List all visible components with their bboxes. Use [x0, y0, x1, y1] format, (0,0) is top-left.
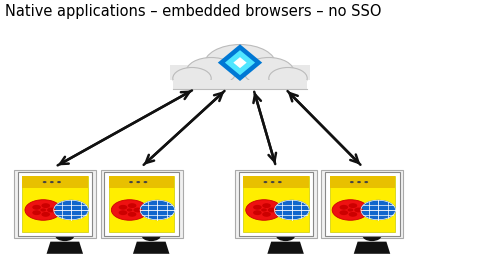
Circle shape [262, 203, 271, 208]
Circle shape [54, 200, 88, 220]
Bar [235, 170, 317, 238]
Circle shape [362, 230, 382, 241]
Circle shape [275, 200, 309, 220]
Circle shape [357, 181, 361, 183]
Circle shape [253, 210, 262, 215]
Circle shape [133, 208, 142, 212]
Circle shape [204, 45, 276, 85]
Polygon shape [267, 242, 304, 254]
Circle shape [354, 208, 363, 212]
Bar [330, 176, 395, 232]
Circle shape [253, 205, 262, 210]
Circle shape [361, 200, 396, 220]
Bar [243, 176, 309, 188]
Circle shape [47, 208, 56, 212]
Bar [18, 172, 92, 235]
Circle shape [348, 203, 357, 208]
Circle shape [142, 230, 161, 241]
Circle shape [348, 212, 357, 217]
Circle shape [271, 181, 275, 183]
Circle shape [40, 208, 46, 212]
Circle shape [144, 181, 147, 183]
Bar [100, 170, 182, 238]
Bar [14, 170, 96, 238]
Circle shape [32, 205, 41, 210]
Bar [322, 170, 404, 238]
Bar [330, 176, 395, 188]
Circle shape [57, 181, 61, 183]
Circle shape [276, 230, 295, 241]
Bar [109, 176, 174, 232]
Circle shape [25, 200, 61, 220]
Polygon shape [47, 242, 83, 254]
Circle shape [339, 210, 348, 215]
Circle shape [127, 208, 132, 212]
Circle shape [50, 181, 54, 183]
Text: Native applications – embedded browsers – no SSO: Native applications – embedded browsers … [5, 4, 381, 19]
Polygon shape [225, 50, 255, 75]
Bar [325, 172, 399, 235]
Bar [104, 172, 179, 235]
Circle shape [246, 200, 282, 220]
Circle shape [350, 181, 354, 183]
Circle shape [128, 212, 136, 217]
Polygon shape [218, 44, 262, 81]
Polygon shape [233, 57, 247, 68]
Polygon shape [354, 242, 390, 254]
Circle shape [136, 181, 140, 183]
Circle shape [55, 230, 74, 241]
Circle shape [43, 181, 47, 183]
Bar [243, 176, 309, 232]
Circle shape [268, 208, 276, 212]
Circle shape [332, 200, 369, 220]
Bar [23, 176, 88, 232]
Circle shape [111, 200, 148, 220]
Circle shape [339, 205, 348, 210]
Circle shape [186, 58, 236, 86]
Circle shape [173, 68, 211, 89]
Circle shape [262, 212, 271, 217]
Polygon shape [133, 242, 169, 254]
Circle shape [129, 181, 133, 183]
Bar [109, 176, 174, 188]
Bar [23, 176, 88, 188]
Circle shape [32, 210, 41, 215]
Circle shape [41, 212, 50, 217]
Bar [239, 172, 313, 235]
Circle shape [278, 181, 282, 183]
Circle shape [364, 181, 368, 183]
Circle shape [119, 210, 127, 215]
Polygon shape [170, 65, 310, 80]
Circle shape [264, 181, 267, 183]
Circle shape [269, 68, 307, 89]
Circle shape [244, 58, 294, 86]
Circle shape [119, 205, 127, 210]
Circle shape [41, 203, 50, 208]
Circle shape [140, 200, 175, 220]
Circle shape [261, 208, 267, 212]
Polygon shape [173, 80, 307, 89]
Circle shape [348, 208, 353, 212]
Circle shape [128, 203, 136, 208]
